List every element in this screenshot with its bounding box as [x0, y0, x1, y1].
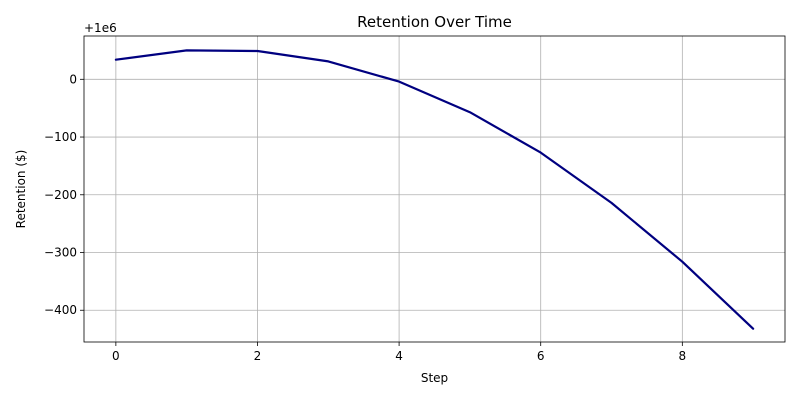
data-point	[186, 49, 188, 51]
y-tick-label: −300	[44, 246, 77, 260]
data-point	[327, 60, 329, 62]
x-tick-label: 2	[254, 349, 262, 363]
x-tick-label: 6	[537, 349, 545, 363]
y-axis-ticks: 0 −100 −200 −300 −400	[44, 72, 84, 317]
y-tick-label: −100	[44, 130, 77, 144]
x-tick-label: 8	[679, 349, 687, 363]
y-axis-offset-label: +1e6	[84, 21, 117, 35]
plot-frame	[83, 35, 786, 343]
x-tick-label: 0	[112, 349, 120, 363]
data-point	[752, 328, 754, 330]
series-layer	[114, 49, 755, 330]
y-axis-label: Retention ($)	[14, 150, 28, 229]
data-point	[681, 261, 683, 263]
gridlines	[84, 36, 785, 342]
y-tick-label: −400	[44, 303, 77, 317]
x-axis-ticks: 0 2 4 6 8	[112, 342, 686, 363]
data-point	[540, 152, 542, 154]
y-tick-label: 0	[69, 72, 77, 86]
data-point	[256, 50, 258, 52]
x-axis-label: Step	[421, 371, 448, 385]
data-point	[115, 59, 117, 61]
x-tick-label: 4	[395, 349, 403, 363]
data-point	[398, 81, 400, 83]
data-point	[611, 202, 613, 204]
series-line	[114, 49, 755, 330]
data-point	[469, 111, 471, 113]
chart-title: Retention Over Time	[357, 13, 512, 31]
y-tick-label: −200	[44, 188, 77, 202]
